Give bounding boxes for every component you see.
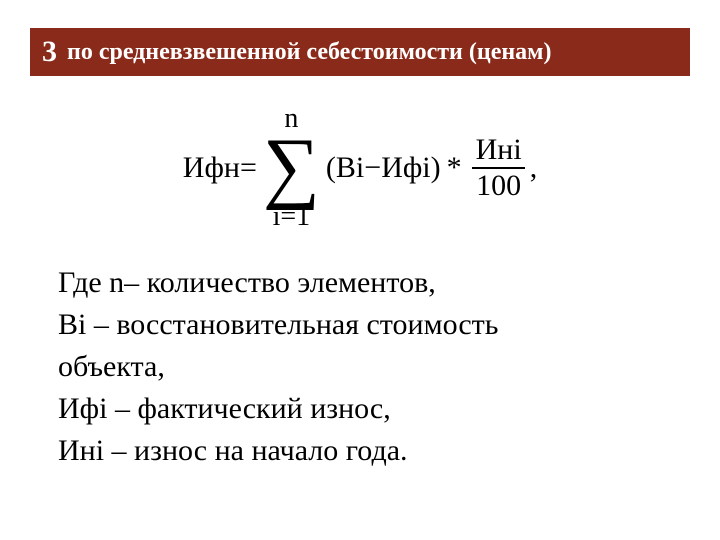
formula-lhs: Ифн= [183,151,257,185]
minus-sign: − [364,151,381,185]
header-title: по средневзвешенной себестоимости (ценам… [67,39,552,65]
formula-block: Ифн= n ∑ i=1 ( Вi − Ифi ) * Инi 100 , [0,105,720,231]
header-number: 3 [42,37,57,67]
def-line-2: Вi – восстановительная стоимость [58,304,680,346]
sigma-symbol: ∑ [263,135,320,199]
slide: 3 по средневзвешенной себестоимости (цен… [0,0,720,540]
def-line-4: Ифi – фактический износ, [58,388,680,430]
def-line-1: Где n– количество элементов, [58,262,680,304]
trailing-comma: , [530,151,538,185]
paren-close: ) [431,151,441,185]
paren-open: ( [326,151,336,185]
def-line-3: объекта, [58,346,680,388]
sigma-block: n ∑ i=1 [263,105,320,231]
fraction: Инi 100 [472,135,526,201]
def-line-5: Инi – износ на начало года. [58,430,680,472]
definitions: Где n– количество элементов, Вi – восста… [58,262,680,472]
mult-sign: * [447,151,462,185]
frac-bot: 100 [472,167,525,201]
term-ifi: Ифi [381,151,430,185]
term-b: Вi [336,151,364,185]
header-bar: 3 по средневзвешенной себестоимости (цен… [30,28,690,76]
frac-top: Инi [472,135,526,167]
sum-lower: i=1 [273,203,311,231]
